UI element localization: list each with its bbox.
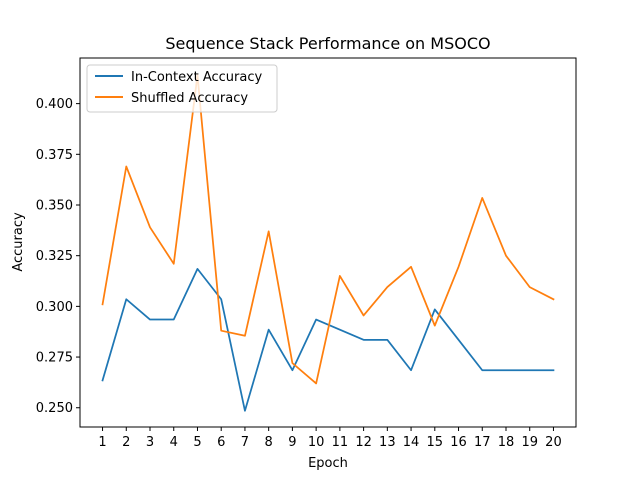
series-line-shuffled (101, 74, 555, 385)
x-tick-label: 4 (170, 435, 178, 450)
x-tick-label: 8 (265, 435, 273, 450)
x-tick-label: 14 (403, 435, 420, 450)
y-axis-ticks: 0.250 0.275 0.300 0.325 0.350 0.375 0.400 (36, 97, 80, 416)
legend-label-in-context: In-Context Accuracy (131, 70, 262, 85)
x-tick-label: 5 (193, 435, 201, 450)
x-tick-label: 6 (217, 435, 225, 450)
x-axis-ticks: 1 2 3 4 5 6 7 8 9 10 11 12 13 14 15 16 17 18 19 20 (98, 427, 562, 450)
y-tick-label: 0.350 (36, 198, 73, 213)
legend-box (86, 64, 278, 113)
x-tick-label: 3 (146, 435, 154, 450)
series-line-in-context (101, 267, 555, 412)
x-tick-label: 10 (308, 435, 325, 450)
x-tick-label: 20 (545, 435, 562, 450)
x-tick-label: 16 (450, 435, 467, 450)
x-tick-label: 13 (379, 435, 396, 450)
x-tick-label: 15 (427, 435, 444, 450)
x-tick-label: 17 (474, 435, 491, 450)
x-tick-label: 1 (98, 435, 106, 450)
series-lines (101, 74, 555, 412)
x-tick-label: 12 (355, 435, 372, 450)
x-tick-label: 11 (332, 435, 349, 450)
y-tick-label: 0.300 (36, 300, 73, 315)
legend-label-shuffled: Shuffled Accuracy (131, 91, 248, 106)
x-tick-label: 7 (241, 435, 249, 450)
x-tick-label: 2 (122, 435, 130, 450)
y-tick-label: 0.375 (36, 148, 73, 163)
x-axis-label: Epoch (308, 456, 348, 471)
y-axis-label: Accuracy (11, 212, 26, 272)
x-tick-label: 18 (498, 435, 515, 450)
y-tick-label: 0.400 (36, 97, 73, 112)
legend: In-Context Accuracy Shuffled Accuracy (86, 64, 278, 113)
y-tick-label: 0.250 (36, 401, 73, 416)
axes-frame (79, 57, 577, 428)
x-tick-label: 19 (521, 435, 538, 450)
x-tick-label: 9 (288, 435, 296, 450)
y-tick-label: 0.325 (36, 249, 73, 264)
chart-title: Sequence Stack Performance on MSOCO (165, 34, 490, 53)
y-tick-label: 0.275 (36, 351, 73, 366)
